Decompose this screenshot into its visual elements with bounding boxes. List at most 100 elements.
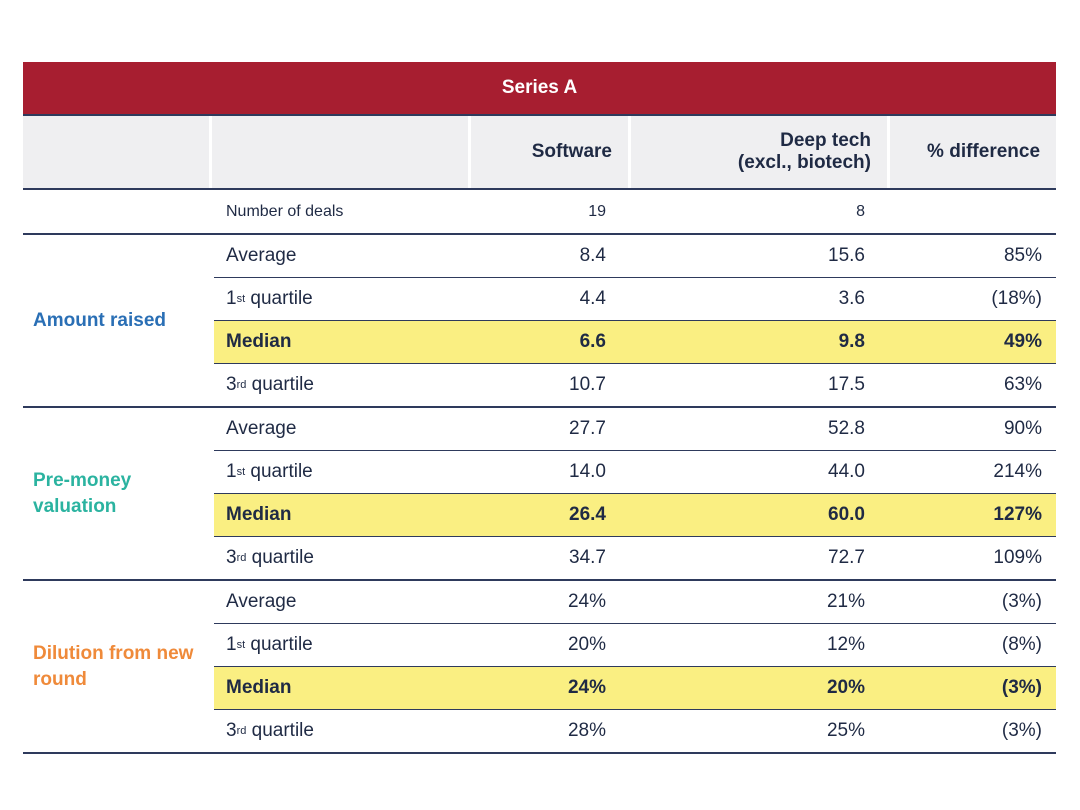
header-row: Software Deep tech (excl., biotech) % di… bbox=[23, 114, 1057, 190]
series-a-table: Series A Software Deep tech (excl., biot… bbox=[23, 62, 1057, 754]
pct-difference-value: (18%) bbox=[991, 288, 1042, 309]
deep-tech-value: 20% bbox=[826, 677, 865, 698]
group-label: Pre-money valuation bbox=[33, 469, 132, 517]
software-value: 6.6 bbox=[579, 331, 606, 352]
software-value: 26.4 bbox=[569, 504, 606, 525]
pct-difference-value: (3%) bbox=[1001, 677, 1042, 698]
row-label: Median bbox=[214, 494, 417, 536]
row-label-suffix: quartile bbox=[245, 288, 313, 309]
pct-difference-value: (3%) bbox=[1001, 591, 1042, 612]
row-label-base: Median bbox=[226, 331, 292, 352]
row-label-base: 3 bbox=[226, 374, 237, 395]
table-title: Series A bbox=[23, 62, 1056, 114]
software-value: 24% bbox=[567, 677, 606, 698]
median-row: Median 24% 20% (3%) bbox=[214, 666, 1056, 709]
median-row: Median 26.4 60.0 127% bbox=[214, 493, 1056, 536]
row-label-base: 1 bbox=[226, 461, 237, 482]
deals-label: Number of deals bbox=[226, 202, 344, 220]
pct-difference-value: 63% bbox=[1003, 374, 1042, 395]
software-value: 28% bbox=[567, 720, 606, 741]
header-deep-tech-line1: Deep tech bbox=[780, 130, 871, 151]
deep-tech-value: 72.7 bbox=[828, 547, 865, 568]
header-metric-cell bbox=[211, 116, 468, 188]
pct-difference-value: 127% bbox=[993, 504, 1042, 525]
row-label-base: Average bbox=[226, 245, 297, 266]
row-label: Median bbox=[214, 667, 417, 709]
row-label-base: 3 bbox=[226, 547, 237, 568]
row-label-suffix: quartile bbox=[246, 374, 314, 395]
software-value: 14.0 bbox=[569, 461, 606, 482]
row-label: Median bbox=[214, 321, 417, 363]
deep-tech-value: 3.6 bbox=[838, 288, 865, 309]
deep-tech-value: 12% bbox=[826, 634, 865, 655]
deep-tech-value: 15.6 bbox=[828, 245, 865, 266]
deals-deep-tech: 8 bbox=[856, 202, 865, 220]
deep-tech-value: 25% bbox=[826, 720, 865, 741]
software-value: 20% bbox=[567, 634, 606, 655]
software-value: 34.7 bbox=[569, 547, 606, 568]
pct-difference-value: 85% bbox=[1003, 245, 1042, 266]
row-label-suffix: quartile bbox=[245, 634, 313, 655]
pct-difference-value: 49% bbox=[1003, 331, 1042, 352]
software-value: 4.4 bbox=[579, 288, 606, 309]
deals-software: 19 bbox=[588, 202, 606, 220]
table-row: Average 8.4 15.6 85% bbox=[214, 235, 1056, 277]
software-value: 8.4 bbox=[579, 245, 606, 266]
header-empty-cell bbox=[23, 116, 209, 188]
median-row: Median 6.6 9.8 49% bbox=[214, 320, 1056, 363]
metric-group: Dilution from new round Average 24% 21% (3%)… bbox=[23, 581, 1056, 754]
deep-tech-value: 21% bbox=[826, 591, 865, 612]
group-label: Amount raised bbox=[33, 309, 167, 331]
row-label-base: Average bbox=[226, 591, 297, 612]
header-pct-difference: % difference bbox=[889, 116, 1057, 188]
row-label-base: 1 bbox=[226, 634, 237, 655]
row-label: Average bbox=[214, 408, 417, 450]
table-row: Average 27.7 52.8 90% bbox=[214, 408, 1056, 450]
pct-difference-value: 214% bbox=[993, 461, 1042, 482]
software-value: 10.7 bbox=[569, 374, 606, 395]
row-label-base: 3 bbox=[226, 720, 237, 741]
row-label-base: 1 bbox=[226, 288, 237, 309]
deals-pct bbox=[881, 190, 1056, 233]
pct-difference-value: 90% bbox=[1003, 418, 1042, 439]
deep-tech-value: 44.0 bbox=[828, 461, 865, 482]
row-label-base: Median bbox=[226, 504, 292, 525]
header-deep-tech-line2: (excl., biotech) bbox=[737, 152, 871, 173]
row-label-suffix: quartile bbox=[246, 720, 314, 741]
deep-tech-value: 60.0 bbox=[828, 504, 865, 525]
deep-tech-value: 52.8 bbox=[828, 418, 865, 439]
group-label: Dilution from new round bbox=[33, 642, 194, 690]
pct-difference-value: (8%) bbox=[1001, 634, 1042, 655]
row-label: Average bbox=[214, 581, 417, 623]
software-value: 27.7 bbox=[569, 418, 606, 439]
row-label-base: Average bbox=[226, 418, 297, 439]
deals-row: Number of deals 19 8 bbox=[23, 190, 1056, 235]
deep-tech-value: 17.5 bbox=[828, 374, 865, 395]
header-software: Software bbox=[470, 116, 628, 188]
table-row: Average 24% 21% (3%) bbox=[214, 581, 1056, 623]
header-deep-tech: Deep tech (excl., biotech) bbox=[630, 116, 887, 188]
pct-difference-value: 109% bbox=[993, 547, 1042, 568]
deep-tech-value: 9.8 bbox=[838, 331, 865, 352]
software-value: 24% bbox=[567, 591, 606, 612]
row-label-suffix: quartile bbox=[245, 461, 313, 482]
row-label: Average bbox=[214, 235, 417, 277]
row-label-suffix: quartile bbox=[246, 547, 314, 568]
pct-difference-value: (3%) bbox=[1001, 720, 1042, 741]
row-label-base: Median bbox=[226, 677, 292, 698]
